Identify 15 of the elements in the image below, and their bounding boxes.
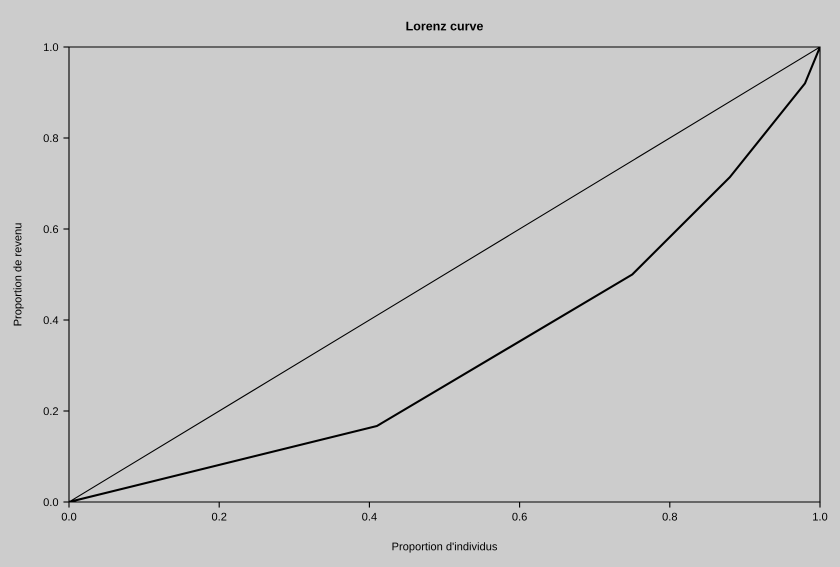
y-tick-label: 1.0: [44, 43, 58, 52]
y-tick-label: 0.6: [44, 225, 58, 234]
y-tick-label: 0.0: [44, 498, 58, 506]
y-tick-label: 0.4: [44, 316, 58, 324]
y-tick-label: 0.2: [44, 407, 58, 416]
x-tick-label: 0.6: [512, 512, 527, 521]
x-tick-label: 0.2: [212, 512, 226, 521]
chart-title: Lorenz curve: [406, 22, 483, 30]
y-tick-label: 0.8: [44, 134, 58, 142]
x-tick-label: 0.8: [662, 512, 678, 521]
x-tick-label: 1.0: [813, 512, 828, 521]
x-axis-title: Proportion d'individus: [392, 542, 498, 553]
x-tick-label: 0.4: [362, 512, 377, 521]
y-axis-title: Proportion de revenu: [13, 223, 24, 326]
x-tick-label: 0.0: [62, 512, 76, 521]
